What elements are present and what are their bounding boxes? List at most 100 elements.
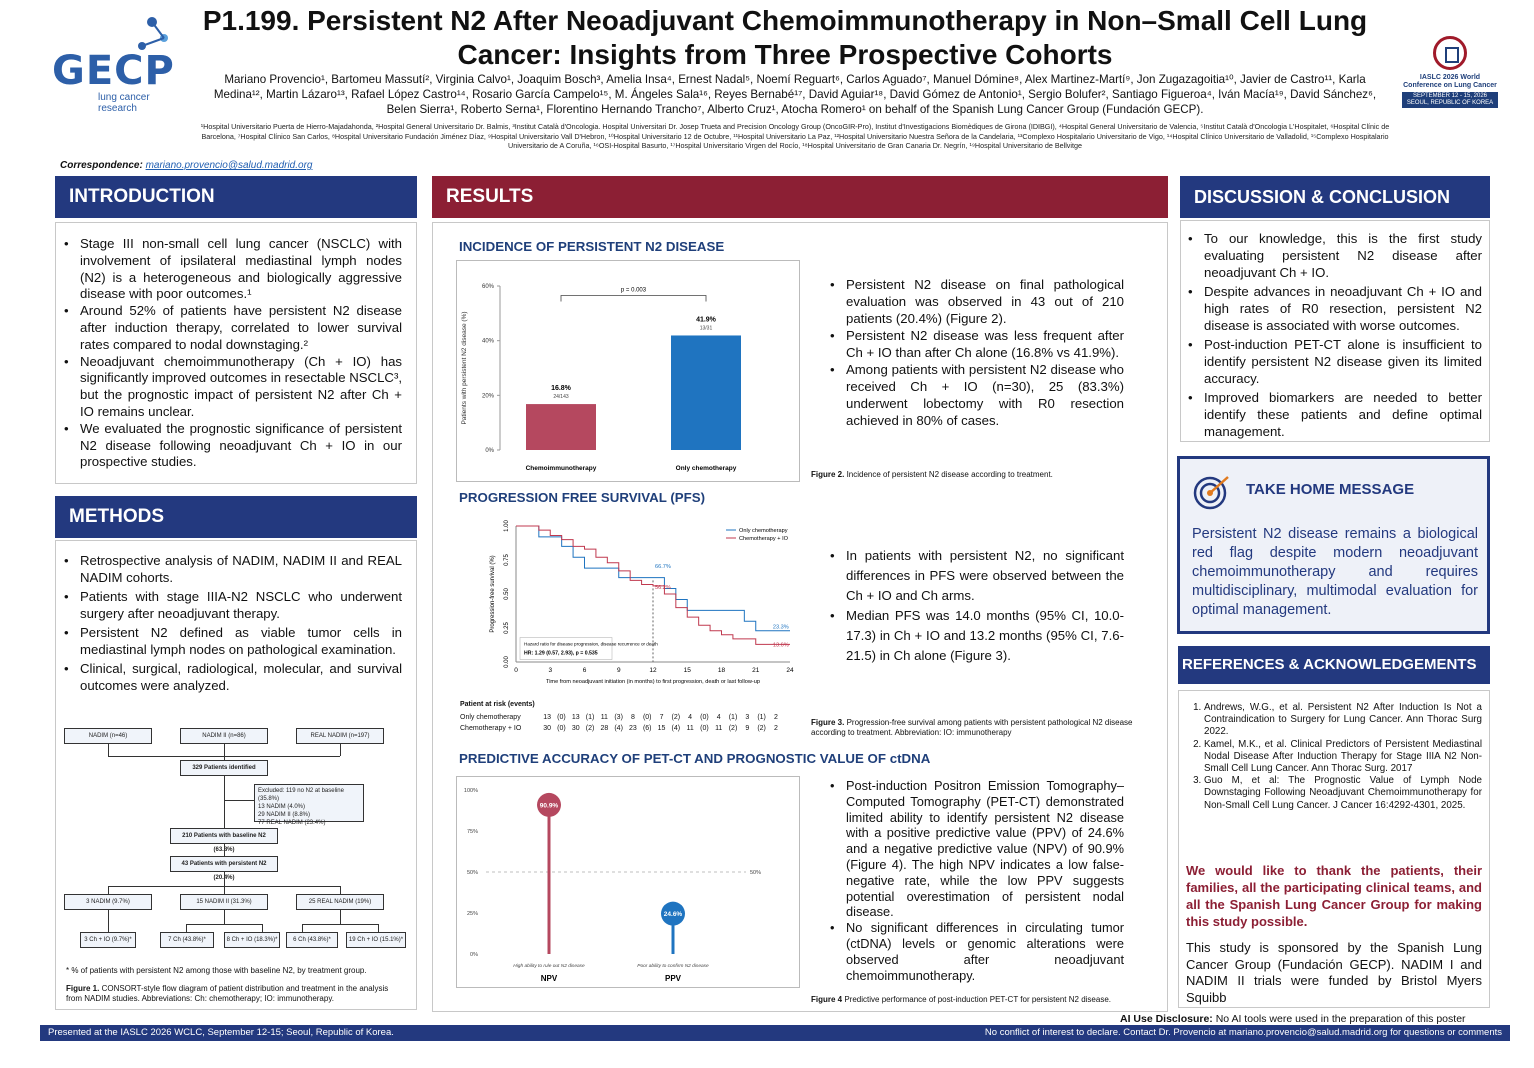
- flow-leaf: 8 Ch + IO (18.3%)*: [224, 932, 280, 948]
- y-tick-label: 40%: [482, 339, 495, 345]
- chart1-frame: [456, 260, 800, 482]
- poster-title: P1.199. Persistent N2 After Neoadjuvant …: [202, 5, 1368, 70]
- km-curve: [516, 525, 790, 632]
- pfs-heading: PROGRESSION FREE SURVIVAL (PFS): [459, 490, 706, 505]
- y-tick-label: 0.75: [504, 554, 510, 566]
- author-list: Mariano Provencio¹, Bartomeu Massutí², V…: [213, 73, 1377, 116]
- x-tick-label: 18: [718, 667, 726, 674]
- conference-title: IASLC 2026 World Conference on Lung Canc…: [1403, 74, 1497, 89]
- discussion-box: [1180, 220, 1490, 442]
- intro-list: Stage III non-small cell lung cancer (NS…: [62, 236, 402, 471]
- risk-cell: (1): [585, 714, 595, 721]
- logo-word: GECP: [52, 48, 175, 94]
- affiliations: ¹Hospital Universitario Puerta de Hierro…: [200, 122, 1390, 150]
- flow-excluded: Excluded: 119 no N2 at baseline (35.8%) …: [254, 784, 364, 826]
- y-tick-label: 0%: [485, 448, 494, 454]
- curve-annotation: 56.2%: [655, 585, 671, 591]
- risk-cell: (2): [728, 725, 738, 732]
- correspondence-label: Correspondence:: [60, 160, 143, 171]
- target-icon: [1193, 476, 1229, 510]
- risk-cell: (0): [642, 714, 652, 721]
- lollipop-value: 24.6%: [664, 911, 683, 918]
- risk-cell: 3: [745, 714, 750, 721]
- risk-cell: 2: [773, 714, 778, 721]
- risk-cell: (4): [614, 725, 623, 732]
- figure1-caption: Figure 1. CONSORT-style flow diagram of …: [66, 984, 389, 1003]
- pet-list: Post-induction Positron Emission Tomogra…: [828, 778, 1124, 983]
- p-value-label: p = 0.003: [621, 287, 647, 293]
- methods-item: Patients with stage IIIA-N2 NSCLC who un…: [62, 588, 402, 622]
- take-home-title: TAKE HOME MESSAGE: [1246, 481, 1415, 498]
- pet-predictive-chart: 0% 25% 50% 75% 100% 50% 90.9% High ability to r…: [456, 776, 800, 988]
- incidence-item: Persistent N2 disease was less frequent …: [828, 327, 1124, 361]
- correspondence-email-link[interactable]: mariano.provencio@salud.madrid.org: [145, 160, 313, 171]
- risk-cell: 11: [600, 714, 608, 721]
- x-tick-label: 6: [583, 667, 587, 674]
- incidence-heading: INCIDENCE OF PERSISTENT N2 DISEASE: [459, 239, 725, 254]
- bar-sublabel: 24/143: [553, 394, 569, 400]
- flow-persistent: 43 Patients with persistent N2 (20.4%): [170, 856, 278, 881]
- chart3-frame: [456, 776, 800, 988]
- take-home-text: Persistent N2 disease remains a biologic…: [1192, 526, 1478, 618]
- pfs-list: In patients with persistent N2, no signi…: [828, 546, 1124, 666]
- x-tick-label: PPV: [665, 974, 682, 983]
- methods-item: Clinical, surgical, radiological, molecu…: [62, 660, 402, 694]
- risk-cell: (1): [757, 714, 766, 721]
- logo-subtitle: lung cancer research: [98, 92, 150, 114]
- figure3-caption: Figure 3. Progression-free survival amon…: [811, 718, 1133, 737]
- y-tick-label: 20%: [482, 393, 495, 399]
- reference-item: Andrews, W.G., et al. Persistent N2 Afte…: [1204, 702, 1482, 739]
- discussion-item: To our knowledge, this is the first stud…: [1186, 230, 1482, 281]
- risk-cell: (3): [614, 714, 623, 721]
- bar-value-label: 41.9%: [696, 316, 717, 323]
- flow-cohort-real-nadim: REAL NADIM (n=197): [296, 728, 384, 744]
- discussion-list: To our knowledge, this is the first stud…: [1186, 230, 1482, 442]
- bar: [671, 335, 741, 450]
- y-tick-label: 0.00: [504, 656, 510, 668]
- take-home-box: TAKE HOME MESSAGE Persistent N2 disease …: [1177, 456, 1490, 634]
- incidence-item: Among patients with persistent N2 diseas…: [828, 361, 1124, 429]
- lollipop-value: 90.9%: [540, 802, 559, 809]
- risk-cell: 9: [745, 725, 750, 732]
- methods-item: Retrospective analysis of NADIM, NADIM I…: [62, 552, 402, 586]
- pfs-km-chart: 0.00 0.25 0.50 0.75 1.00 0 3 6 9 12 15 18 21 24 Time f…: [490, 520, 794, 685]
- methods-list: Retrospective analysis of NADIM, NADIM I…: [62, 552, 402, 696]
- y-tick-label: 50%: [467, 870, 478, 876]
- risk-cell: 13: [571, 714, 580, 721]
- x-tick-label: 21: [752, 667, 760, 674]
- stats-box: [519, 637, 613, 660]
- x-tick-label: 3: [548, 667, 552, 674]
- iaslc-conference-logo: IASLC 2026 World Conference on Lung Canc…: [1402, 36, 1498, 122]
- risk-cell: (6): [642, 725, 652, 732]
- intro-header: INTRODUCTION: [55, 176, 417, 218]
- risk-cell: 11: [686, 725, 694, 732]
- flow-leaf: 19 Ch + IO (15.1%)*: [346, 932, 406, 948]
- pet-item: Post-induction Positron Emission Tomogra…: [828, 778, 1124, 920]
- ai-disclosure: AI Use Disclosure: No AI tools were used…: [1120, 1013, 1466, 1025]
- risk-cell: (2): [757, 725, 766, 732]
- risk-cell: 30: [543, 725, 552, 732]
- flow-cohort-nadim2: NADIM II (n=86): [180, 728, 268, 744]
- results-box: [432, 222, 1168, 1012]
- risk-cell: 30: [571, 725, 580, 732]
- intro-item: We evaluated the prognostic significance…: [62, 421, 402, 471]
- y-tick-label: 75%: [467, 829, 478, 835]
- flow-sub-nadim2: 15 NADIM II (31.3%): [180, 894, 268, 910]
- y-axis-label: Progression-free survival (%): [490, 555, 496, 632]
- y-tick-label: 0.25: [504, 622, 510, 634]
- risk-cell: (4): [671, 725, 681, 732]
- bar-value-label: 16.8%: [551, 385, 572, 392]
- x-tick-label: 24: [786, 667, 794, 674]
- references-box: [1178, 690, 1490, 1008]
- risk-cell: (2): [585, 725, 595, 732]
- x-sublabel: Poor ability to confirm N2 disease: [637, 963, 709, 969]
- pfs-item: Median PFS was 14.0 months (95% CI, 10.0…: [828, 606, 1124, 666]
- flow-leaf: 7 Ch (43.8%)*: [160, 932, 214, 948]
- sponsor-text: This study is sponsored by the Spanish L…: [1186, 940, 1482, 1005]
- references-header: REFERENCES & ACKNOWLEDGEMENTS: [1178, 646, 1490, 684]
- lollipop-head: [661, 901, 685, 926]
- pet-item: No significant differences in circulatin…: [828, 920, 1124, 983]
- risk-cell: (0): [557, 725, 566, 732]
- results-header: RESULTS: [432, 176, 1168, 218]
- figure2-caption: Figure 2. Incidence of persistent N2 dis…: [811, 470, 1053, 479]
